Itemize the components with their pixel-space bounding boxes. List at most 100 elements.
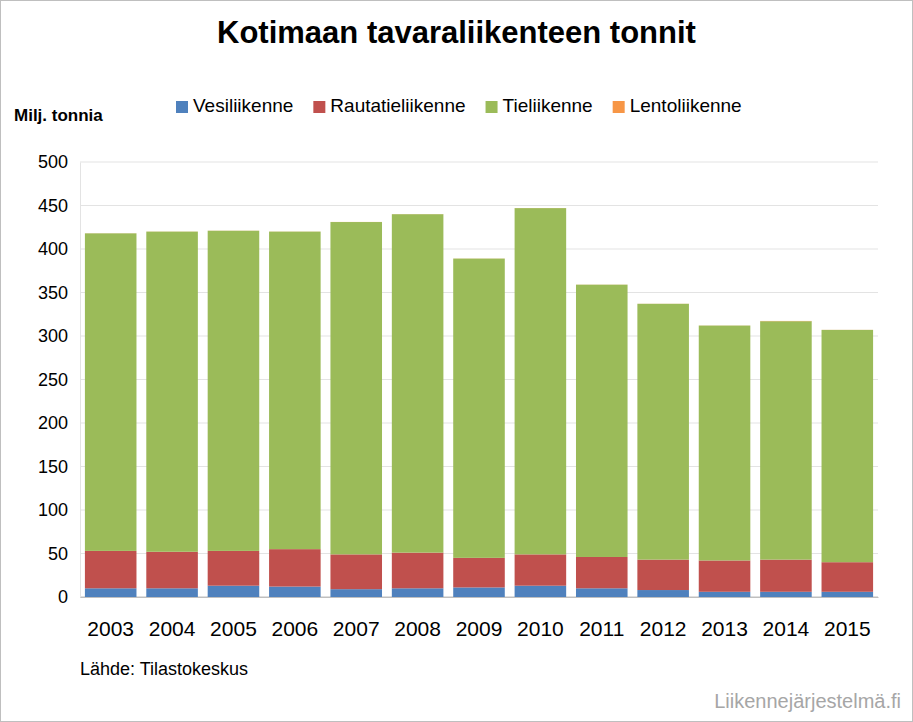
bar-segment <box>330 222 382 554</box>
source-note: Lähde: Tilastokeskus <box>80 659 248 679</box>
y-tick: 150 <box>38 457 68 477</box>
legend-swatch <box>613 101 625 113</box>
x-tick-label: 2006 <box>271 617 318 640</box>
bar-segment <box>822 330 874 562</box>
bar-segment <box>637 304 689 560</box>
legend-item: Rautatieliikenne <box>313 95 465 116</box>
x-tick: 2005 <box>210 617 257 640</box>
bar-segment <box>515 554 567 585</box>
bar-segment <box>822 562 874 592</box>
x-tick-label: 2003 <box>87 617 134 640</box>
y-tick: 400 <box>38 239 68 259</box>
bar-segment <box>146 231 198 232</box>
legend-swatch <box>176 101 188 113</box>
bar-segment <box>85 588 137 597</box>
x-tick-label: 2012 <box>640 617 687 640</box>
grid-line <box>80 162 878 163</box>
x-tick-label: 2008 <box>394 617 441 640</box>
bar-segment <box>208 230 260 231</box>
y-tick-label: 100 <box>38 500 68 520</box>
bar-segment <box>146 232 198 552</box>
x-tick-label: 2007 <box>333 617 380 640</box>
bar-segment <box>208 551 260 586</box>
bar-segment <box>453 587 505 597</box>
bar-segment <box>85 233 137 234</box>
y-tick: 250 <box>38 370 68 390</box>
bar-segment <box>699 325 751 326</box>
y-tick-label: 500 <box>38 152 68 172</box>
x-tick-label: 2010 <box>517 617 564 640</box>
legend-swatch <box>313 101 325 113</box>
legend-label: Tieliikenne <box>503 95 593 116</box>
y-tick-label: 250 <box>38 370 68 390</box>
x-tick-label: 2011 <box>579 617 624 640</box>
y-tick: 500 <box>38 152 68 172</box>
y-axis-line <box>80 163 81 598</box>
bar-segment <box>699 326 751 561</box>
bar-segment <box>85 551 137 588</box>
bar-segment <box>760 320 812 321</box>
x-tick: 2007 <box>333 617 380 640</box>
y-tick-label: 0 <box>58 587 68 607</box>
x-tick-label: 2015 <box>824 617 871 640</box>
x-axis: 2003 2004 2005 2006 2007 2008 2009 2010 2011 2012… <box>81 598 879 640</box>
y-axis-title: Milj. tonnia <box>14 106 103 125</box>
bar-segment <box>208 586 260 597</box>
bar-segment <box>515 208 567 209</box>
series <box>85 208 873 330</box>
bar-segment <box>515 586 567 597</box>
bar-segment <box>576 557 628 588</box>
bar-segment <box>330 554 382 589</box>
bar-segment <box>699 560 751 591</box>
bar-segment <box>453 258 505 259</box>
bar-segment <box>330 589 382 597</box>
x-tick: 2014 <box>763 617 810 640</box>
legend: Vesiliikenne Rautatieliikenne Tieliikenne L… <box>176 95 742 116</box>
bar-segment <box>330 221 382 222</box>
bar-segment <box>760 560 812 592</box>
x-tick: 2015 <box>824 617 871 640</box>
bar-segment <box>269 549 321 586</box>
legend-item: Vesiliikenne <box>176 95 293 116</box>
x-tick: 2004 <box>149 617 196 640</box>
x-tick: 2010 <box>517 617 564 640</box>
series <box>85 208 873 562</box>
legend-label: Rautatieliikenne <box>330 95 465 116</box>
x-axis-line <box>81 597 879 598</box>
x-tick-label: 2004 <box>149 617 196 640</box>
bar-segment <box>822 592 874 597</box>
y-tick-label: 350 <box>38 283 68 303</box>
x-tick: 2009 <box>456 617 503 640</box>
bar-segment <box>760 592 812 597</box>
x-tick-label: 2009 <box>456 617 503 640</box>
bar-segment <box>392 553 444 589</box>
y-tick: 0 <box>58 587 68 607</box>
bar-segment <box>208 231 260 551</box>
watermark: Liikennejärjestelmä.fi <box>714 690 901 712</box>
bar-segment <box>515 208 567 554</box>
x-tick: 2011 <box>579 617 624 640</box>
bar-segment <box>392 588 444 597</box>
bar-segment <box>637 303 689 304</box>
frame <box>1 1 913 722</box>
x-tick: 2008 <box>394 617 441 640</box>
y-tick-label: 200 <box>38 413 68 433</box>
y-tick: 200 <box>38 413 68 433</box>
bar-segment <box>576 588 628 597</box>
x-tick: 2012 <box>640 617 687 640</box>
y-tick: 100 <box>38 500 68 520</box>
legend-label: Lentoliikenne <box>630 95 742 116</box>
bar-segment <box>269 232 321 550</box>
x-tick: 2003 <box>87 617 134 640</box>
y-tick-label: 450 <box>38 196 68 216</box>
bar-segment <box>146 588 198 597</box>
chart: Kotimaan tavaraliikenteen tonnitMilj. to… <box>0 0 913 722</box>
x-tick-label: 2014 <box>763 617 810 640</box>
y-tick: 50 <box>48 544 68 564</box>
x-tick-label: 2005 <box>210 617 257 640</box>
legend-item: Lentoliikenne <box>613 95 742 116</box>
bar-segment <box>146 552 198 589</box>
bar-segment <box>453 259 505 558</box>
bar-segment <box>85 233 137 551</box>
bar-segment <box>392 214 444 552</box>
